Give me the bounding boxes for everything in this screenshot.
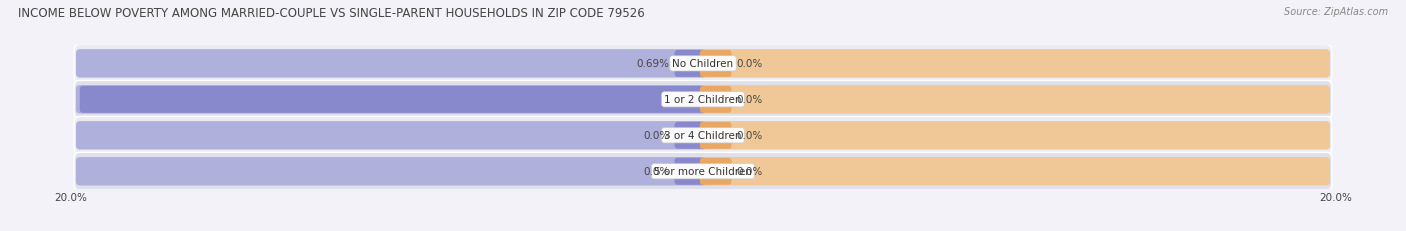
Text: 0.0%: 0.0% [737, 167, 762, 176]
FancyBboxPatch shape [700, 122, 731, 149]
FancyBboxPatch shape [76, 50, 707, 78]
Text: 0.0%: 0.0% [737, 131, 762, 141]
FancyBboxPatch shape [675, 51, 706, 78]
Text: 0.0%: 0.0% [644, 167, 669, 176]
FancyBboxPatch shape [699, 122, 1330, 150]
FancyBboxPatch shape [699, 50, 1330, 78]
Text: 0.0%: 0.0% [737, 95, 762, 105]
FancyBboxPatch shape [75, 153, 1331, 190]
FancyBboxPatch shape [75, 45, 1331, 83]
FancyBboxPatch shape [699, 86, 1330, 114]
FancyBboxPatch shape [699, 157, 1330, 186]
Text: Source: ZipAtlas.com: Source: ZipAtlas.com [1284, 7, 1388, 17]
FancyBboxPatch shape [76, 157, 707, 186]
Text: 0.0%: 0.0% [737, 59, 762, 69]
Text: 1 or 2 Children: 1 or 2 Children [664, 95, 742, 105]
FancyBboxPatch shape [700, 86, 731, 113]
Text: 3 or 4 Children: 3 or 4 Children [664, 131, 742, 141]
FancyBboxPatch shape [75, 81, 1331, 119]
FancyBboxPatch shape [76, 86, 707, 114]
Text: 0.0%: 0.0% [644, 131, 669, 141]
FancyBboxPatch shape [675, 122, 706, 149]
FancyBboxPatch shape [75, 117, 1331, 155]
FancyBboxPatch shape [700, 51, 731, 78]
Text: INCOME BELOW POVERTY AMONG MARRIED-COUPLE VS SINGLE-PARENT HOUSEHOLDS IN ZIP COD: INCOME BELOW POVERTY AMONG MARRIED-COUPL… [18, 7, 645, 20]
Text: No Children: No Children [672, 59, 734, 69]
Text: 0.69%: 0.69% [637, 59, 669, 69]
FancyBboxPatch shape [80, 86, 706, 113]
FancyBboxPatch shape [76, 122, 707, 150]
Text: 5 or more Children: 5 or more Children [654, 167, 752, 176]
FancyBboxPatch shape [675, 158, 706, 185]
FancyBboxPatch shape [700, 158, 731, 185]
